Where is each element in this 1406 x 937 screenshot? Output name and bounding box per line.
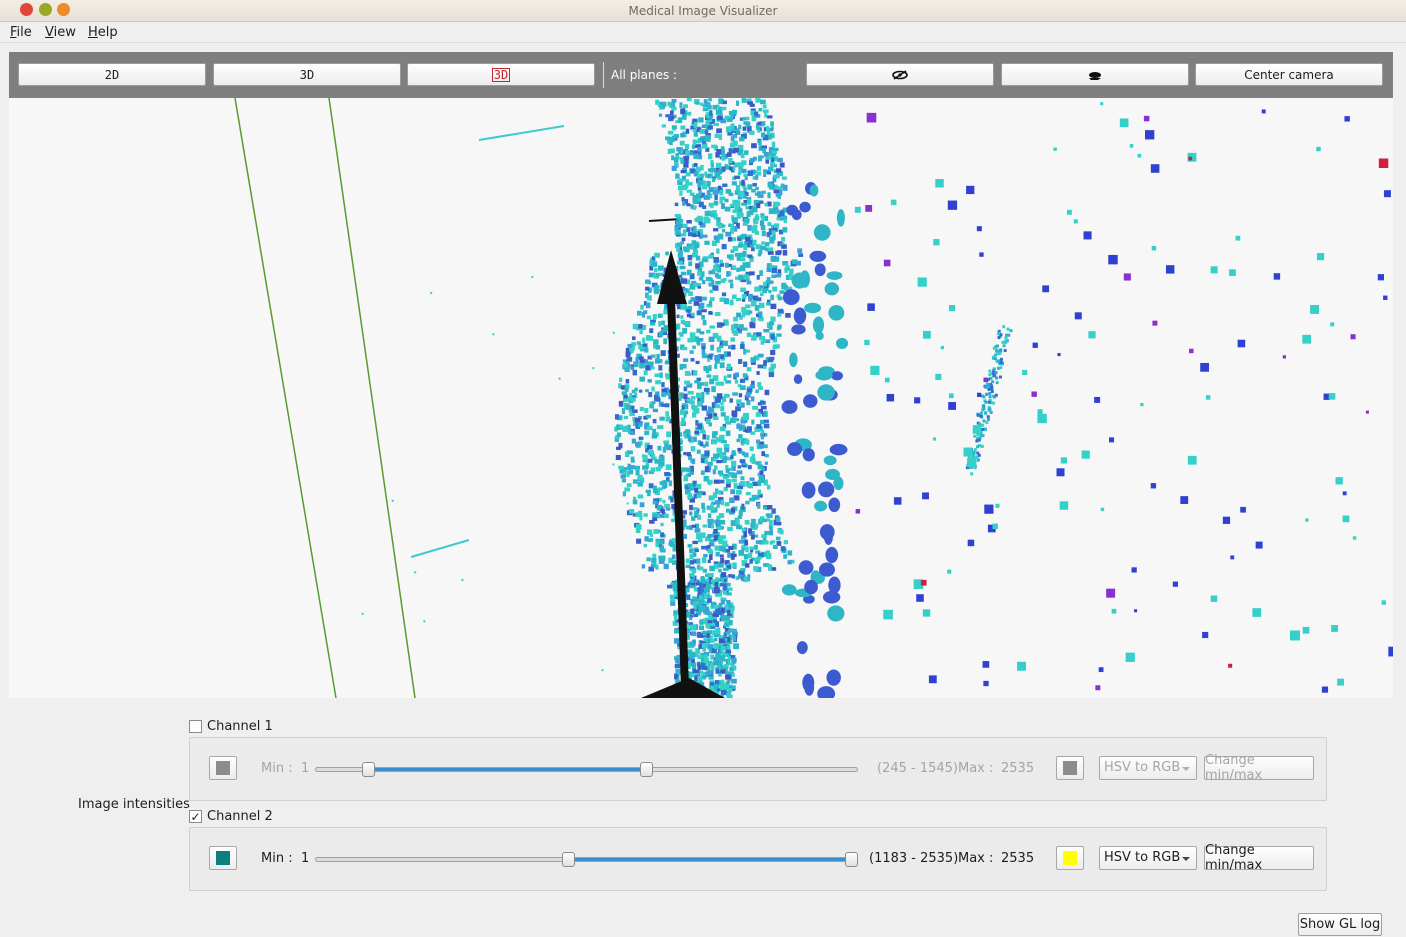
center-camera-label: Center camera (1244, 67, 1334, 82)
menu-file[interactable]: File (10, 25, 32, 40)
z-axis-arrow (667, 297, 689, 689)
channel1-min-color-swatch (216, 761, 230, 775)
3d-viewport[interactable] (9, 98, 1393, 698)
channel1-label: Channel 1 (207, 719, 273, 734)
plane-edge-right (328, 98, 416, 698)
channel2-group: Min : 1 (1183 - 2535) Max : 2535 HSV to … (189, 827, 1327, 891)
channel1-change-minmax-button[interactable]: Change min/max (1204, 753, 1314, 783)
channel1-min-value: 1 (301, 761, 310, 776)
volume-render[interactable] (9, 98, 1393, 698)
show-planes-button[interactable] (1001, 63, 1189, 86)
menu-bar: File View Help (0, 22, 1406, 43)
title-bar: Medical Image Visualizer (0, 0, 1406, 22)
view-3d-active-button[interactable]: 3D (407, 63, 595, 86)
all-planes-label: All planes : (611, 68, 678, 82)
channel1-range-fill (368, 768, 646, 771)
axis-tick (648, 218, 682, 222)
channel2-checkbox-row[interactable]: ✓ Channel 2 (189, 809, 273, 824)
channel2-min-color-swatch (216, 851, 230, 865)
channel1-min-color-button[interactable] (209, 756, 237, 780)
channel2-max-value: 2535 (1001, 851, 1035, 866)
channel2-change-minmax-button[interactable]: Change min/max (1204, 843, 1314, 873)
window-title: Medical Image Visualizer (628, 4, 778, 18)
channel2-min-color-button[interactable] (209, 846, 237, 870)
view-2d-label: 2D (104, 67, 120, 82)
channel1-max-color-swatch (1063, 761, 1077, 775)
view-3d-label: 3D (299, 67, 315, 82)
channel2-label: Channel 2 (207, 809, 273, 824)
channel2-range-fill (568, 858, 857, 861)
channel2-low-handle[interactable] (562, 852, 576, 867)
channel1-range-readout: (245 - 1545) (877, 761, 958, 776)
channel2-high-handle[interactable] (845, 852, 858, 867)
menu-view[interactable]: View (45, 25, 76, 40)
show-gl-log-button[interactable]: Show GL log (1298, 913, 1382, 936)
menu-help[interactable]: Help (88, 25, 118, 40)
channel2-range-slider[interactable] (315, 852, 858, 867)
axis-origin (641, 678, 725, 698)
channel2-min-label: Min : (261, 851, 293, 866)
channel2-colormap-select[interactable]: HSV to RGB (1099, 846, 1197, 870)
channel2-range-readout: (1183 - 2535) (869, 851, 959, 866)
channel1-min-label: Min : (261, 761, 293, 776)
maximize-window-button[interactable] (57, 3, 70, 16)
view-3d-button[interactable]: 3D (213, 63, 401, 86)
channel1-checkbox-row[interactable]: Channel 1 (189, 719, 273, 734)
plane-edge-left (234, 98, 337, 698)
channel1-range-slider[interactable] (315, 762, 858, 777)
channel1-low-handle[interactable] (362, 762, 376, 777)
channel2-checkbox[interactable]: ✓ (189, 809, 202, 824)
channel1-max-value: 2535 (1001, 761, 1035, 776)
view-toolbar: 2D 3D 3D All planes : Center camera (9, 52, 1393, 98)
cell-streak (410, 539, 470, 558)
channel1-group: Min : 1 (245 - 1545) Max : 2535 HSV to R… (189, 737, 1327, 801)
channel1-max-label: Max : (958, 761, 994, 776)
arrow-head (657, 250, 687, 304)
cell-cluster (361, 98, 1393, 698)
view-2d-button[interactable]: 2D (18, 63, 206, 86)
channel2-max-label: Max : (958, 851, 994, 866)
channel2-max-color-button[interactable] (1056, 846, 1084, 870)
hide-planes-button[interactable] (806, 63, 994, 86)
center-camera-button[interactable]: Center camera (1195, 63, 1383, 86)
close-window-button[interactable] (20, 3, 33, 16)
view-3d-active-label: 3D (491, 67, 511, 82)
cell-streak (478, 125, 565, 141)
channel2-min-value: 1 (301, 851, 310, 866)
eye-icon (1089, 71, 1101, 80)
channel1-checkbox[interactable] (189, 720, 202, 733)
image-intensities-label: Image intensities (78, 797, 190, 812)
toolbar-separator (603, 62, 604, 88)
eye-crossed-icon (892, 69, 908, 80)
channel1-high-handle[interactable] (639, 762, 653, 777)
channel2-max-color-swatch (1063, 851, 1077, 865)
channel1-max-color-button[interactable] (1056, 756, 1084, 780)
channel1-colormap-select[interactable]: HSV to RGB (1099, 756, 1197, 780)
minimize-window-button[interactable] (39, 3, 52, 16)
